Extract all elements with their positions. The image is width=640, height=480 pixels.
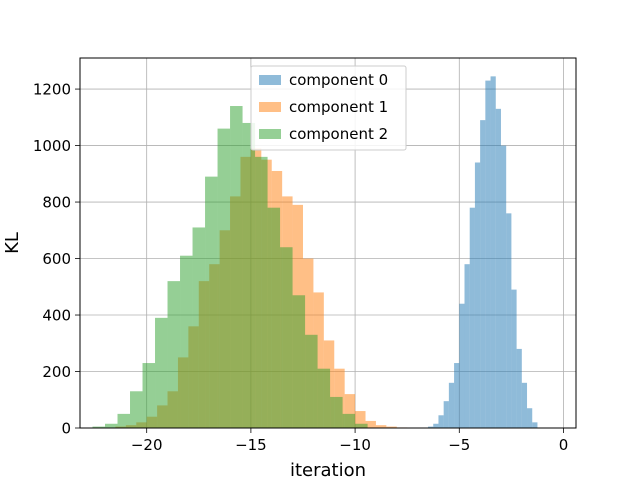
bar (330, 396, 343, 428)
y-tick-label: 1200 (33, 81, 71, 99)
y-tick-label: 400 (42, 307, 71, 325)
bar (433, 423, 439, 428)
bar (365, 420, 376, 428)
bar (511, 289, 517, 428)
bar (155, 317, 168, 428)
bar (355, 423, 368, 428)
bar (454, 363, 460, 428)
bar (443, 401, 449, 428)
plot-frame (79, 57, 577, 429)
bar (217, 128, 231, 428)
bar (105, 423, 118, 428)
bar (292, 295, 306, 428)
y-tick-label: 1000 (33, 137, 71, 155)
bar (180, 255, 193, 428)
x-tick-label: 0 (559, 436, 569, 454)
y-tick-label: 600 (42, 250, 71, 268)
legend-label: component 0 (289, 71, 388, 89)
bar (130, 391, 143, 428)
series-2-bars (92, 106, 368, 429)
x-axis-title: iteration (290, 460, 366, 480)
legend-swatch (259, 75, 281, 85)
bar (474, 162, 481, 428)
bar (375, 425, 387, 428)
bar (516, 348, 522, 428)
x-tick-label: −20 (131, 436, 163, 454)
bar (448, 382, 455, 428)
bar (521, 382, 528, 428)
legend-label: component 2 (289, 125, 388, 143)
bar (117, 413, 131, 428)
bar (305, 334, 318, 428)
bar (428, 426, 434, 428)
y-axis-title: KL (2, 232, 23, 254)
bar (506, 213, 512, 428)
series-0-bars (428, 76, 538, 429)
y-tick-label: 800 (42, 194, 71, 212)
bar (313, 292, 324, 428)
bar (267, 207, 281, 428)
bar (485, 80, 491, 428)
legend-box (250, 65, 407, 151)
legend: component 0 component 1 component 2 (250, 65, 407, 151)
bar (192, 227, 206, 428)
legend-swatch (259, 129, 281, 139)
bar (92, 426, 106, 428)
bar (344, 394, 356, 428)
x-tick-label: −5 (448, 436, 470, 454)
x-tick-label: −10 (339, 436, 371, 454)
histogram-bars (92, 76, 538, 429)
y-axis-ticks: 0 200 400 600 800 1000 1200 (33, 81, 80, 438)
bar (464, 264, 470, 428)
bar (532, 422, 538, 428)
legend-label: component 1 (289, 98, 388, 116)
bar (500, 145, 507, 428)
bar (490, 76, 496, 429)
bar (459, 303, 465, 428)
bar (242, 122, 256, 429)
bar (142, 363, 156, 428)
bar (205, 176, 218, 428)
legend-swatch (259, 102, 281, 112)
bar (167, 281, 181, 428)
bar (355, 411, 366, 428)
bar (230, 106, 243, 429)
bar (495, 108, 501, 428)
bar (480, 120, 486, 429)
bar (386, 426, 397, 428)
bar (527, 408, 533, 428)
bar (255, 156, 268, 428)
x-tick-label: −15 (235, 436, 267, 454)
x-axis-ticks: −20 −15 −10 −5 0 (131, 428, 568, 454)
bar (438, 415, 444, 428)
bar (317, 368, 331, 428)
bar (469, 207, 475, 428)
bar (342, 413, 356, 428)
bar (280, 247, 293, 428)
y-tick-label: 200 (42, 363, 71, 381)
y-tick-label: 0 (61, 420, 71, 438)
